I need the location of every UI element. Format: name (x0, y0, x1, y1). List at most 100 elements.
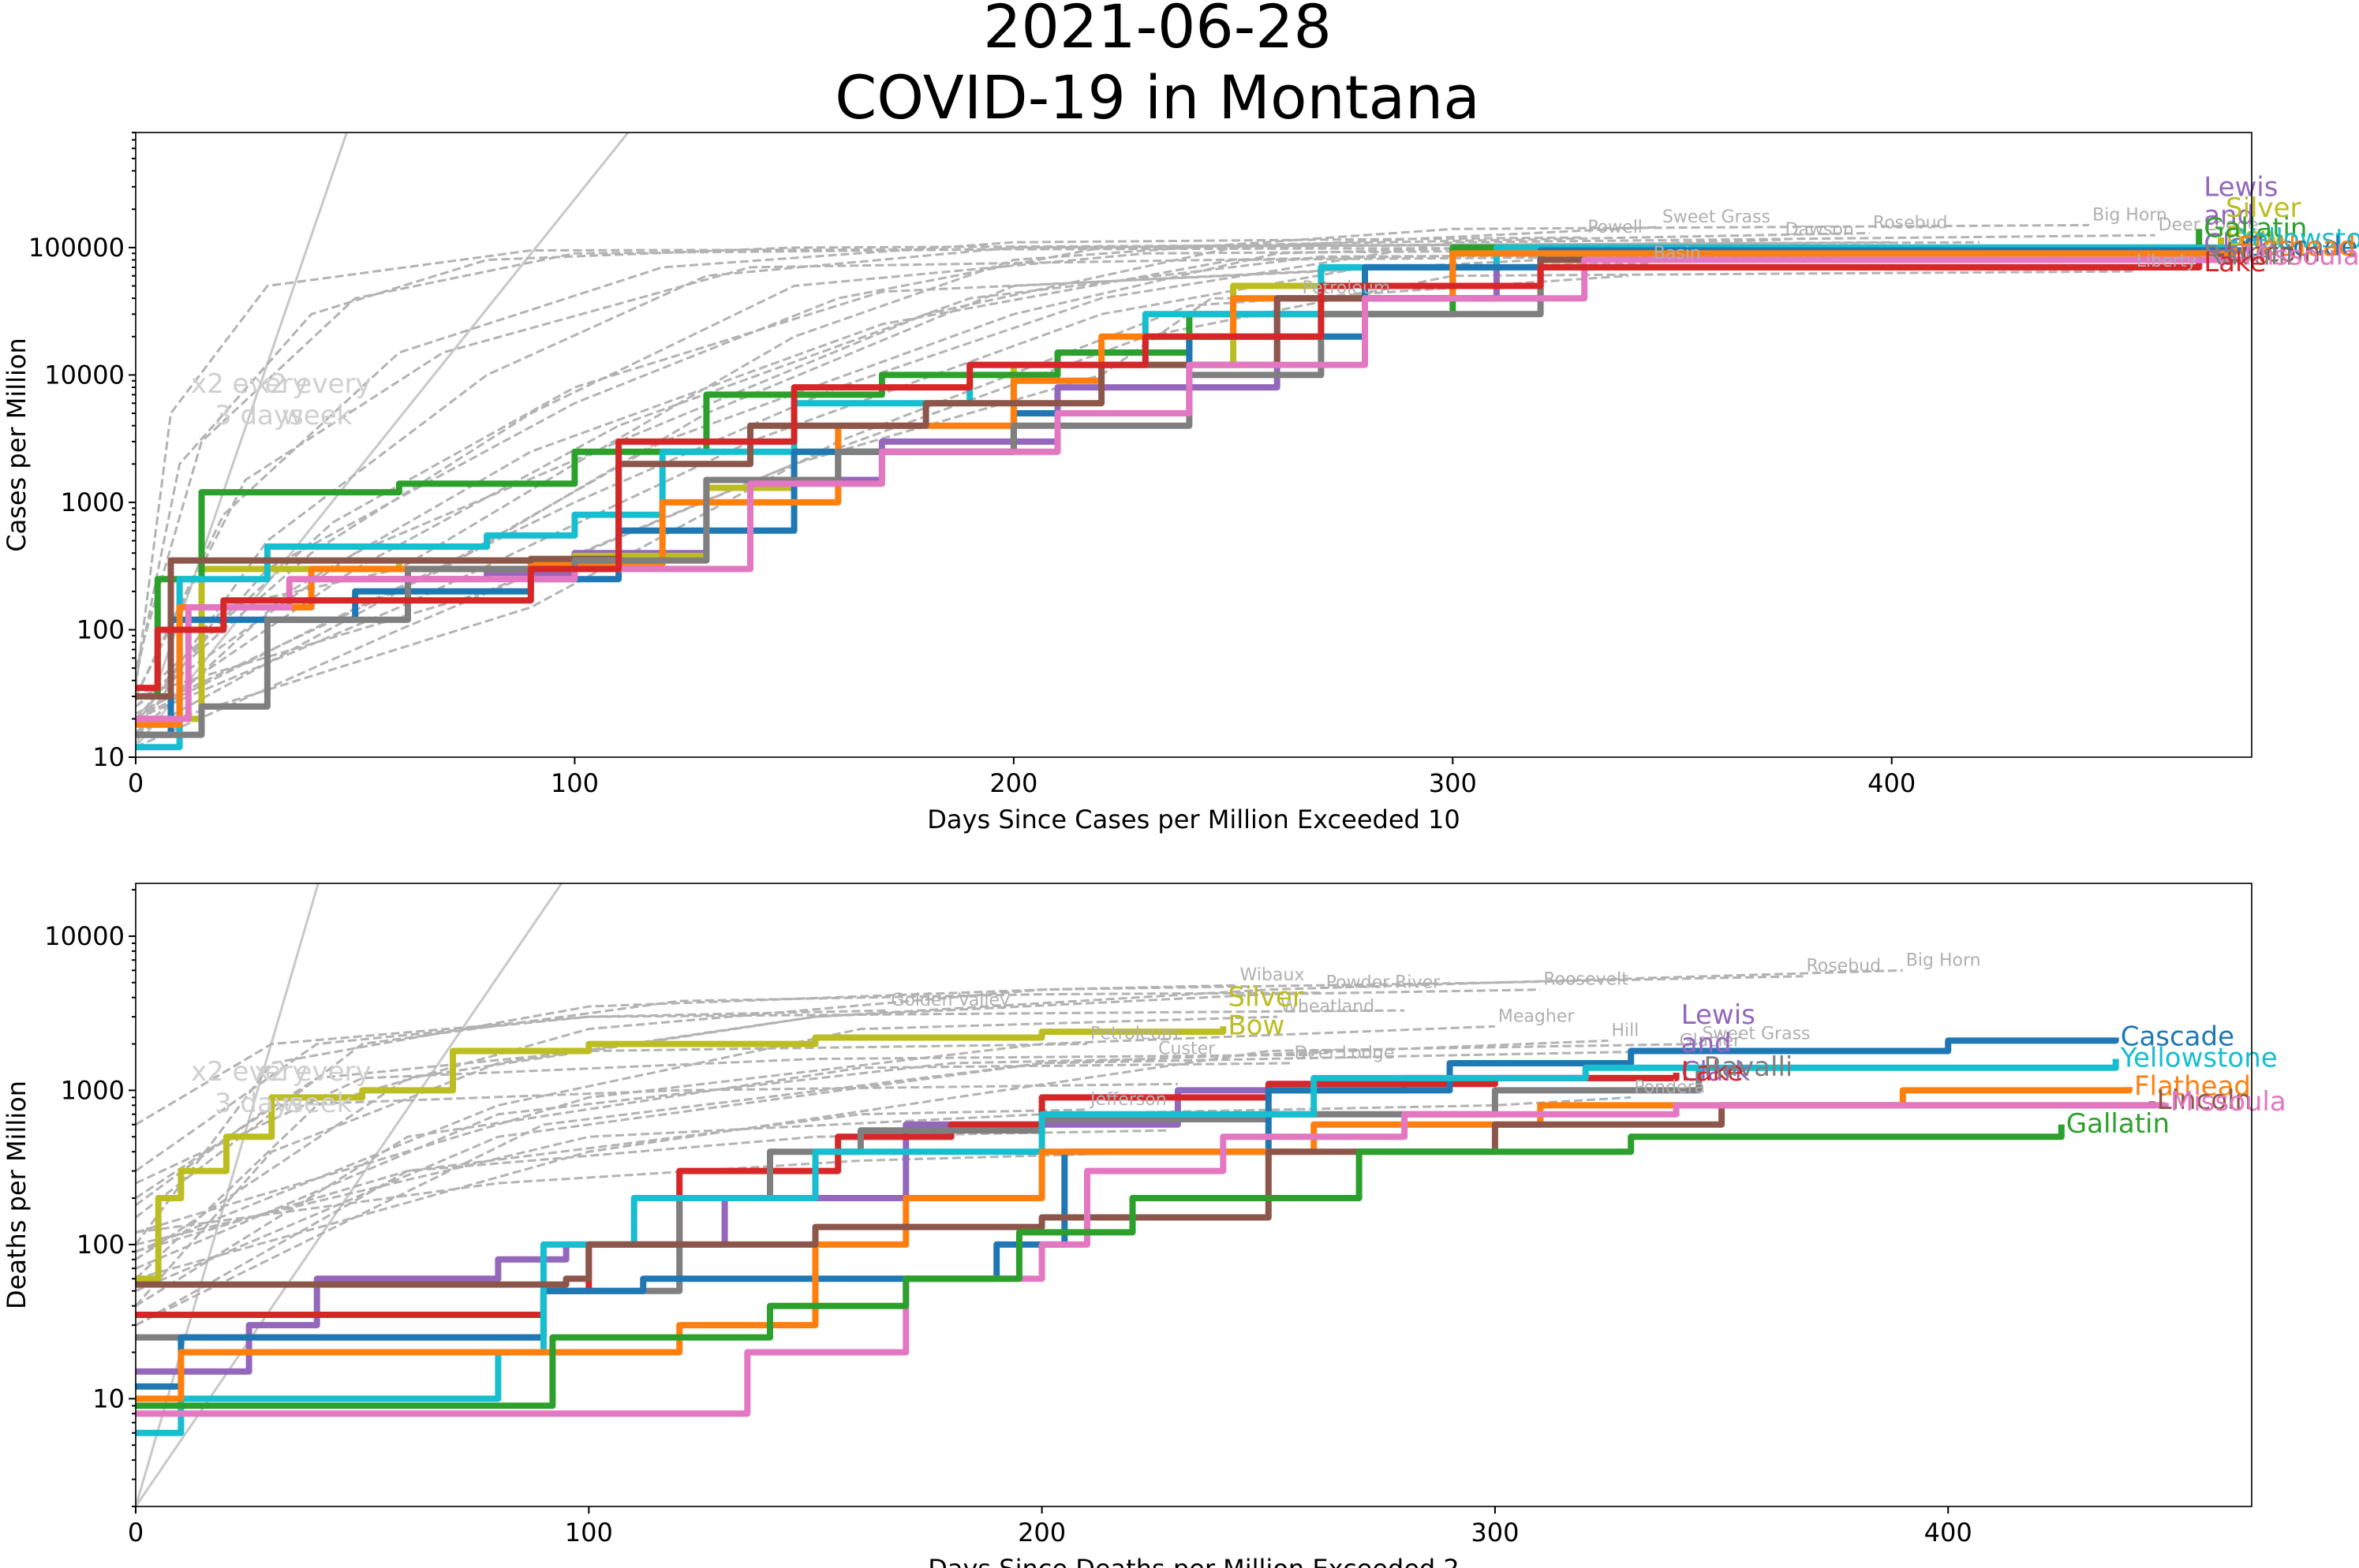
x-tick-label: 200 (1018, 1518, 1066, 1547)
plot-area-cases (136, 133, 2246, 751)
series-label-lewis-and-clark: Clark (2204, 228, 2273, 259)
background-series-roosevelt (136, 988, 1541, 1261)
background-series-11 (136, 241, 1892, 726)
background-series-powder-river (136, 991, 1323, 1219)
background-series-powell (136, 236, 1585, 697)
background-series-big-horn (136, 969, 1903, 1307)
background-series-rosebud (136, 232, 1870, 720)
background-series-15 (136, 253, 1936, 736)
background-series-18 (136, 1082, 1178, 1207)
x-tick-label: 400 (1924, 1518, 1972, 1547)
background-series-golden-valley (136, 1009, 888, 1172)
series-label-cascade: Cascade (2121, 1021, 2234, 1052)
series-label-lewis-and-clark: Lewis (2204, 171, 2278, 203)
x-tick-label: 300 (1471, 1518, 1519, 1547)
x-tick-label: 300 (1429, 768, 1477, 798)
y-axis-label: Cases per Million (2, 338, 32, 552)
y-tick-label: 1000 (61, 487, 125, 517)
guide-label: x2 every (254, 1056, 372, 1088)
background-series-glacier (136, 1050, 1677, 1327)
background-series-petroleum (136, 297, 1299, 749)
background-label-rosebud: Rosebud (1873, 213, 1948, 233)
y-tick-label: 1000 (61, 1075, 125, 1105)
series-line-gallatin (136, 1124, 2065, 1409)
x-axis-label: Days Since Deaths per Million Exceeded 2 (928, 1554, 1460, 1568)
series-label-gallatin: Gallatin (2204, 212, 2307, 244)
background-label-petroleum: Petroleum (1303, 278, 1391, 298)
series-line-ravalli (136, 1067, 1703, 1341)
background-series-17 (136, 1053, 1314, 1185)
series-line-missoula (136, 1102, 2169, 1417)
y-axis-label: Deaths per Million (2, 1081, 32, 1309)
guide-label: x2 every (191, 1056, 308, 1088)
series-label-lincoln: Lincoln (2157, 1085, 2252, 1116)
background-label-hill: Hill (1611, 1021, 1639, 1040)
series-label-yellowstone: Yellowstone (2238, 223, 2359, 255)
background-series-big-horn (136, 223, 2090, 736)
x-tick-label: 0 (128, 768, 144, 798)
y-tick-label: 10 (92, 1383, 125, 1413)
series-line-lake (136, 263, 2203, 692)
background-label-meagher: Meagher (1498, 1006, 1575, 1026)
series-label-flathead: Flathead (2239, 231, 2356, 263)
guide-label: x2 every (191, 368, 308, 400)
background-series-19 (136, 274, 1629, 733)
background-label-powell: Powell (1587, 218, 1643, 237)
series-label-cascade: Cascade (2244, 231, 2357, 263)
background-label-big-horn: Big Horn (1906, 950, 1981, 970)
series-line-silver-bow (136, 1026, 1227, 1282)
background-series-13 (136, 249, 1804, 697)
series-line-yellowstone (136, 1058, 2119, 1436)
series-label-silver-bow: Bow (2226, 221, 2282, 252)
series-label-gallatin: Gallatin (2066, 1108, 2170, 1140)
y-tick-label: 100 (77, 614, 125, 644)
background-label-pondera: Pondera (1634, 1077, 1705, 1097)
y-tick-label: 100 (77, 1230, 125, 1260)
background-series-sweet-grass (136, 1043, 1699, 1280)
background-label-deer-lodge: Deer Lodge (1294, 1043, 1394, 1063)
series-line-yellowstone (136, 240, 2237, 751)
series-label-missoula: Missoula (2244, 240, 2359, 271)
background-series-16 (136, 246, 1717, 689)
background-label-liberty: Liberty (2137, 252, 2197, 271)
series-label-lewis-and-clark: and (2204, 200, 2254, 231)
x-tick-label: 400 (1867, 768, 1916, 798)
background-series-wibaux (136, 984, 1237, 1245)
background-series-deer-lodge (136, 1062, 1292, 1307)
background-series-meagher (136, 1025, 1495, 1234)
background-label-wibaux: Wibaux (1240, 965, 1305, 985)
series-line-lincoln (136, 1101, 2155, 1288)
guide-label: week (282, 1088, 353, 1119)
series-label-lewis-and-clark: Clark (1681, 1056, 1751, 1088)
series-label-ravalli: Ravalli (1703, 1051, 1793, 1083)
background-label-wheatland: Wheatland (1280, 997, 1374, 1017)
background-label-rosebud: Rosebud (1806, 957, 1881, 976)
guide-label: x2 every (254, 368, 372, 400)
background-series-rosebud (136, 975, 1804, 1280)
series-label-missoula: Missoula (2170, 1086, 2286, 1118)
figure-date: 2021-06-28 (983, 0, 1332, 62)
guide-label: 3 days (215, 1088, 304, 1119)
figure-title: COVID-19 in Montana (835, 62, 1480, 133)
y-tick-label: 10000 (44, 921, 125, 951)
background-series-19 (136, 1129, 1169, 1253)
series-line-ravalli (136, 256, 2203, 738)
x-axis-label: Days Since Cases per Million Exceeded 10 (927, 805, 1460, 834)
background-series-9 (136, 241, 1980, 681)
x-tick-label: 200 (989, 768, 1037, 798)
background-label-glacier: Glacier (1680, 1032, 1741, 1051)
background-series-14 (136, 252, 2068, 720)
background-label-big-horn: Big Horn (2092, 205, 2167, 225)
series-label-lewis-and-clark: Lewis (1681, 999, 1755, 1031)
series-line-lincoln (136, 253, 2224, 700)
background-label-deer-lodge: Deer Lodge (2159, 215, 2259, 235)
background-label-basin: Basin (1654, 244, 1701, 263)
series-label-silver-bow: Bow (1228, 1010, 1284, 1041)
series-label-lewis-and-clark: and (1681, 1028, 1732, 1059)
background-label-golden-valley: Golden Valley (891, 991, 1010, 1010)
background-series-hill (136, 1039, 1609, 1293)
background-label-petroleum: Petroleum (1090, 1025, 1179, 1044)
x-tick-label: 100 (565, 1518, 613, 1547)
